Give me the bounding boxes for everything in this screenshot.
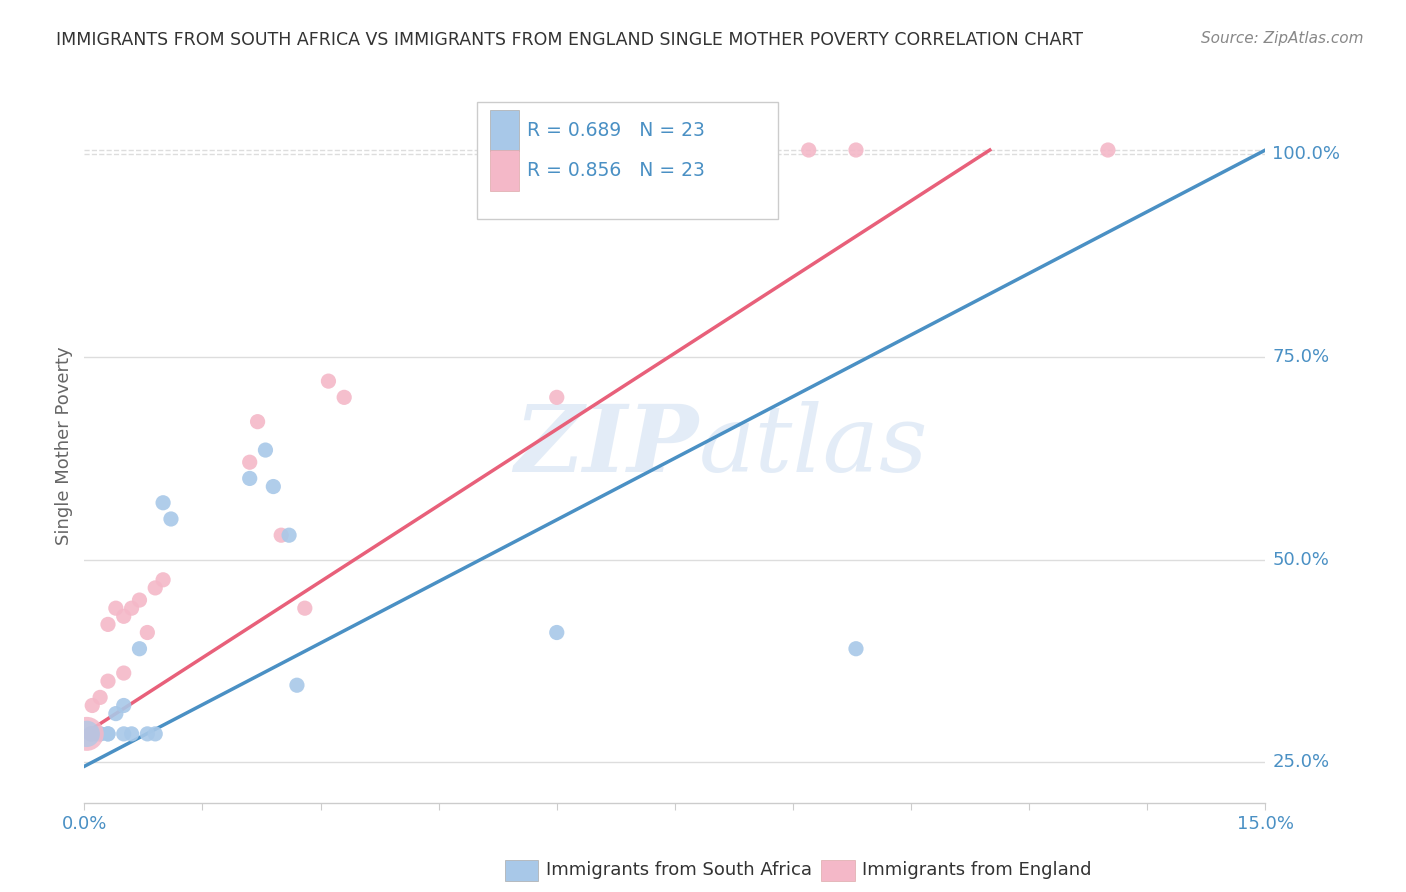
Point [546,390,568,404]
Point [76,727,98,741]
Point [97,727,120,741]
Point [79,727,101,741]
Point [82,698,104,713]
Point [285,678,308,692]
Point [270,528,292,542]
Point [76,727,98,741]
Point [152,573,174,587]
Point [121,727,143,741]
Point [278,528,301,542]
Point [82,727,104,741]
Text: 50.0%: 50.0% [1272,550,1329,568]
Point [84,727,107,741]
Point [294,601,316,615]
Point [136,727,159,741]
Point [97,617,120,632]
Y-axis label: Single Mother Poverty: Single Mother Poverty [55,347,73,545]
Point [246,415,269,429]
Point [89,727,111,741]
Point [143,581,166,595]
Point [797,143,820,157]
Point [104,706,127,721]
Point [112,698,135,713]
Point [112,609,135,624]
Text: R = 0.689   N = 23: R = 0.689 N = 23 [527,120,706,140]
Point [104,601,127,615]
Text: 75.0%: 75.0% [1272,348,1330,366]
Point [333,390,356,404]
Point [121,601,143,615]
Point [136,625,159,640]
Point [128,641,150,656]
Point [97,674,120,689]
Point [97,727,120,741]
Point [318,374,340,388]
Point [239,455,262,469]
Point [1097,143,1119,157]
Text: 25.0%: 25.0% [1272,753,1330,772]
Point [128,593,150,607]
Point [152,496,174,510]
Point [89,690,111,705]
Point [845,641,868,656]
Text: atlas: atlas [699,401,928,491]
Point [79,727,101,741]
Point [160,512,183,526]
Text: IMMIGRANTS FROM SOUTH AFRICA VS IMMIGRANTS FROM ENGLAND SINGLE MOTHER POVERTY CO: IMMIGRANTS FROM SOUTH AFRICA VS IMMIGRAN… [56,31,1083,49]
Text: ZIP: ZIP [515,401,699,491]
Text: 100.0%: 100.0% [1272,145,1340,163]
Point [845,143,868,157]
Point [112,727,135,741]
Text: Source: ZipAtlas.com: Source: ZipAtlas.com [1201,31,1364,46]
Text: R = 0.856   N = 23: R = 0.856 N = 23 [527,161,706,180]
Point [143,727,166,741]
Point [89,727,111,741]
Point [546,625,568,640]
Point [254,443,277,458]
Point [262,479,284,493]
Text: Immigrants from South Africa: Immigrants from South Africa [546,861,811,879]
Text: Immigrants from England: Immigrants from England [862,861,1091,879]
Point [239,471,262,485]
Point [112,666,135,681]
